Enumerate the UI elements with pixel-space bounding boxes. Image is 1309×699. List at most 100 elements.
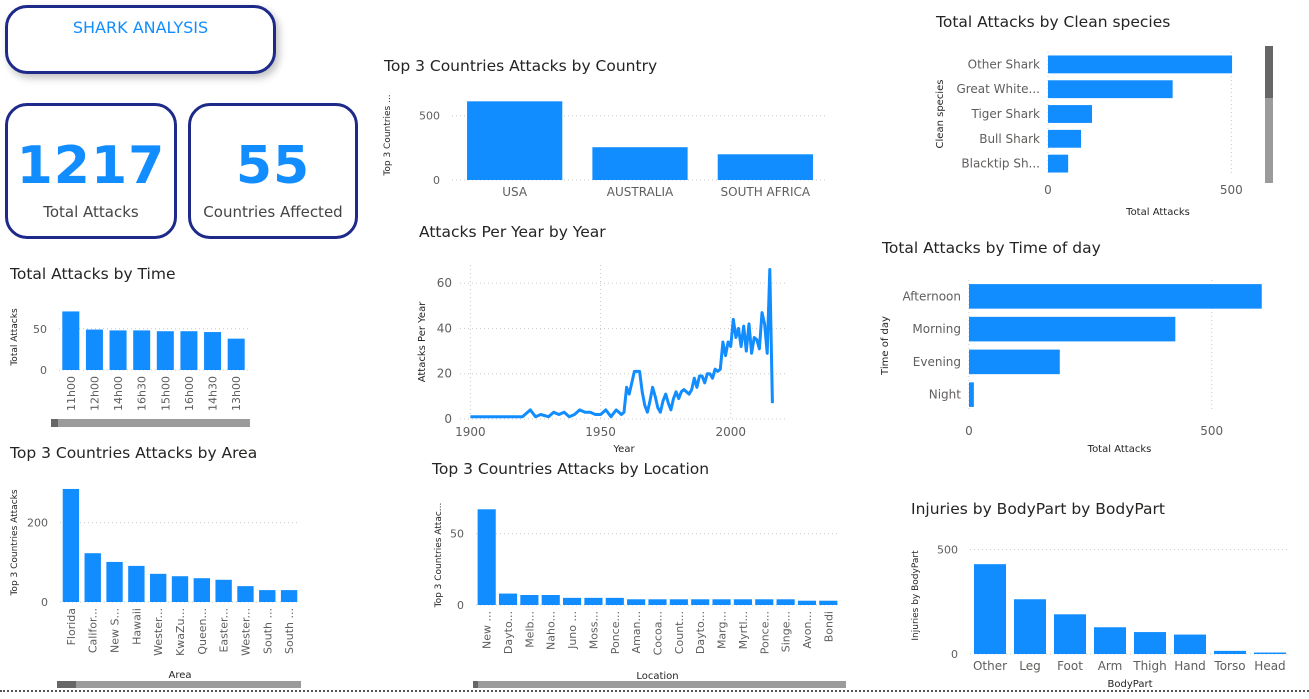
time-bar[interactable]: [133, 330, 151, 370]
location-category-label: Cocoa...: [652, 611, 665, 655]
species-bar[interactable]: [1048, 105, 1092, 123]
bodypart-bar[interactable]: [1254, 652, 1286, 654]
location-scroll-left-cap[interactable]: [473, 681, 478, 688]
bodypart-bar[interactable]: [1174, 634, 1206, 654]
time-bar[interactable]: [85, 329, 103, 370]
location-bar[interactable]: [541, 595, 560, 605]
time-bar[interactable]: [156, 331, 174, 370]
bodypart-bar[interactable]: [1134, 632, 1166, 654]
bodypart-bar[interactable]: [1054, 614, 1086, 654]
chart-attacks-by-area[interactable]: 0 200 Florida Califor... New S... Hawaii Weste…: [0, 470, 310, 692]
chart-attacks-by-location[interactable]: 0 50 New ... Dayto... Melb... Naho... Juno ...…: [424, 485, 854, 692]
year-xlabel: Year: [612, 444, 635, 455]
time-bar[interactable]: [62, 311, 80, 370]
area-ytick-label: 200: [27, 517, 48, 530]
bodypart-bar[interactable]: [974, 564, 1006, 654]
species-bar[interactable]: [1048, 129, 1081, 148]
area-bar[interactable]: [128, 565, 145, 602]
time-bar[interactable]: [204, 332, 222, 370]
bodypart-bar[interactable]: [1014, 599, 1046, 654]
timeofday-category-label: Night: [929, 388, 962, 402]
chart-injuries-by-bodypart[interactable]: 0 500 Other Leg Foot Arm Thigh Hand Torso Head Inj…: [905, 525, 1300, 692]
time-category-label: 14h30: [207, 376, 220, 411]
area-category-label: Hawaii: [130, 608, 143, 645]
location-bar[interactable]: [669, 599, 688, 605]
location-bar[interactable]: [498, 593, 518, 605]
location-ytick-label: 0: [457, 599, 464, 612]
area-bar[interactable]: [84, 553, 101, 602]
species-scrollbar-track[interactable]: [1265, 98, 1273, 183]
location-bar[interactable]: [797, 600, 817, 605]
chart-title-time: Total Attacks by Time: [10, 265, 176, 283]
area-category-label: South ...: [283, 608, 296, 654]
location-bar[interactable]: [733, 599, 752, 605]
species-bar[interactable]: [1048, 154, 1069, 173]
kpi-countries-card[interactable]: 55 Countries Affected: [188, 103, 358, 239]
area-bar[interactable]: [259, 590, 276, 602]
location-bar[interactable]: [755, 599, 774, 605]
bodypart-category-label: Torso: [1213, 659, 1245, 673]
year-xtick-label: 2000: [715, 425, 746, 439]
location-bar[interactable]: [776, 599, 795, 605]
chart-attacks-per-year[interactable]: 0 20 40 60 1900 1950 2000 Attacks Per Year Year: [410, 250, 805, 460]
time-scrollbar-thumb[interactable]: [58, 419, 250, 427]
chart-total-attacks-by-time[interactable]: 0 50 11h00 12h00 14h00 16h30 15h00 16h00 14h30 13…: [0, 290, 300, 440]
chart-attacks-by-country[interactable]: 0 500 USA AUSTRALIA SOUTH AFRICA Top 3 Countr…: [378, 80, 838, 210]
chart-attacks-by-species[interactable]: 0 500 Other Shark Great White... Tiger Shark…: [930, 40, 1300, 225]
timeofday-bar[interactable]: [969, 349, 1060, 375]
timeofday-bar[interactable]: [969, 284, 1262, 309]
kpi-total-attacks-card[interactable]: 1217 Total Attacks: [5, 103, 177, 239]
location-category-label: Moss...: [587, 611, 600, 649]
time-scroll-left-cap[interactable]: [51, 419, 58, 427]
area-bar[interactable]: [150, 573, 167, 602]
bodypart-bar[interactable]: [1214, 650, 1246, 654]
location-scrollbar-thumb[interactable]: [478, 681, 846, 688]
area-bar[interactable]: [215, 579, 232, 602]
location-bar[interactable]: [520, 595, 539, 605]
area-bar[interactable]: [193, 578, 210, 602]
species-bar[interactable]: [1048, 80, 1173, 99]
year-ytick-label: 60: [437, 276, 452, 290]
area-bar[interactable]: [171, 576, 189, 602]
location-bar[interactable]: [605, 597, 624, 605]
species-bar[interactable]: [1048, 55, 1233, 74]
species-scrollbar-thumb[interactable]: [1265, 46, 1273, 98]
location-bar[interactable]: [477, 509, 496, 605]
location-bar[interactable]: [648, 599, 667, 605]
year-series-line[interactable]: [470, 268, 774, 419]
species-category-label: Bull Shark: [979, 132, 1040, 146]
bodypart-bar[interactable]: [1094, 627, 1126, 654]
page-bottom-border: [0, 690, 1309, 692]
chart-attacks-by-time-of-day[interactable]: 0 500 Afternoon Morning Evening Night Time of …: [876, 262, 1296, 462]
location-bar[interactable]: [563, 597, 582, 605]
country-bar[interactable]: [717, 154, 813, 180]
area-bar[interactable]: [237, 586, 254, 602]
area-bar[interactable]: [280, 590, 298, 602]
time-bar[interactable]: [180, 331, 198, 370]
location-bar[interactable]: [627, 599, 646, 605]
country-bar[interactable]: [592, 147, 688, 180]
area-scroll-left-cap[interactable]: [57, 681, 76, 688]
time-ytick-label: 50: [33, 323, 47, 336]
country-bar[interactable]: [467, 101, 563, 180]
year-xtick-label: 1950: [585, 425, 616, 439]
location-category-label: Dayto...: [502, 611, 515, 654]
timeofday-category-label: Morning: [912, 322, 961, 336]
time-bar[interactable]: [109, 330, 127, 370]
location-bar[interactable]: [584, 597, 603, 605]
chart-title-area: Top 3 Countries Attacks by Area: [10, 444, 258, 462]
area-bar[interactable]: [62, 488, 80, 602]
country-ytick-label: 500: [419, 110, 440, 123]
timeofday-bar[interactable]: [969, 316, 1176, 342]
area-xlabel: Area: [168, 670, 191, 681]
location-bar[interactable]: [691, 599, 710, 605]
timeofday-xtick-label: 500: [1200, 424, 1223, 438]
area-category-label: Wester...: [152, 608, 165, 656]
location-bar[interactable]: [712, 599, 731, 605]
timeofday-bar[interactable]: [969, 382, 974, 407]
area-bar[interactable]: [106, 561, 123, 602]
time-bar[interactable]: [227, 338, 245, 370]
area-scrollbar-thumb[interactable]: [76, 681, 301, 688]
location-bar[interactable]: [819, 600, 838, 605]
country-ylabel: Top 3 Countries ...: [383, 94, 393, 176]
